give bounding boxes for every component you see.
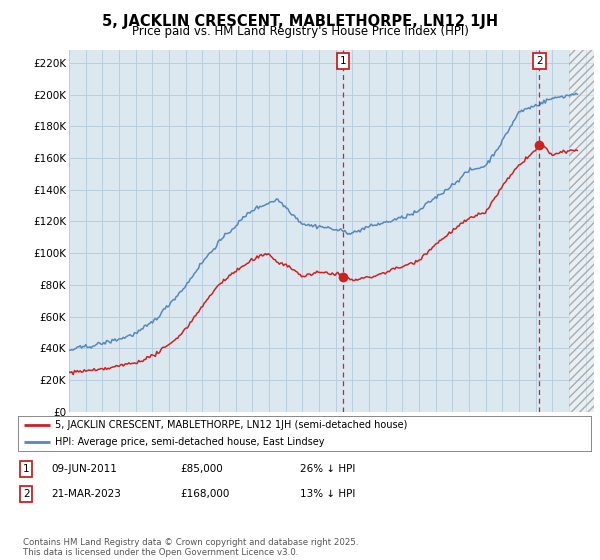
Text: 1: 1 bbox=[23, 464, 29, 474]
Text: 2: 2 bbox=[536, 56, 542, 66]
Bar bbox=[569, 50, 594, 412]
Text: HPI: Average price, semi-detached house, East Lindsey: HPI: Average price, semi-detached house,… bbox=[55, 437, 325, 447]
Text: 13% ↓ HPI: 13% ↓ HPI bbox=[300, 489, 355, 499]
Text: 5, JACKLIN CRESCENT, MABLETHORPE, LN12 1JH (semi-detached house): 5, JACKLIN CRESCENT, MABLETHORPE, LN12 1… bbox=[55, 421, 407, 431]
Text: 5, JACKLIN CRESCENT, MABLETHORPE, LN12 1JH: 5, JACKLIN CRESCENT, MABLETHORPE, LN12 1… bbox=[102, 14, 498, 29]
Text: Contains HM Land Registry data © Crown copyright and database right 2025.
This d: Contains HM Land Registry data © Crown c… bbox=[23, 538, 358, 557]
Text: 21-MAR-2023: 21-MAR-2023 bbox=[51, 489, 121, 499]
Bar bbox=[569, 50, 594, 412]
Text: 09-JUN-2011: 09-JUN-2011 bbox=[51, 464, 117, 474]
Text: £85,000: £85,000 bbox=[180, 464, 223, 474]
Text: £168,000: £168,000 bbox=[180, 489, 229, 499]
Text: Price paid vs. HM Land Registry's House Price Index (HPI): Price paid vs. HM Land Registry's House … bbox=[131, 25, 469, 38]
Text: 2: 2 bbox=[23, 489, 29, 499]
Text: 26% ↓ HPI: 26% ↓ HPI bbox=[300, 464, 355, 474]
Text: 1: 1 bbox=[340, 56, 346, 66]
